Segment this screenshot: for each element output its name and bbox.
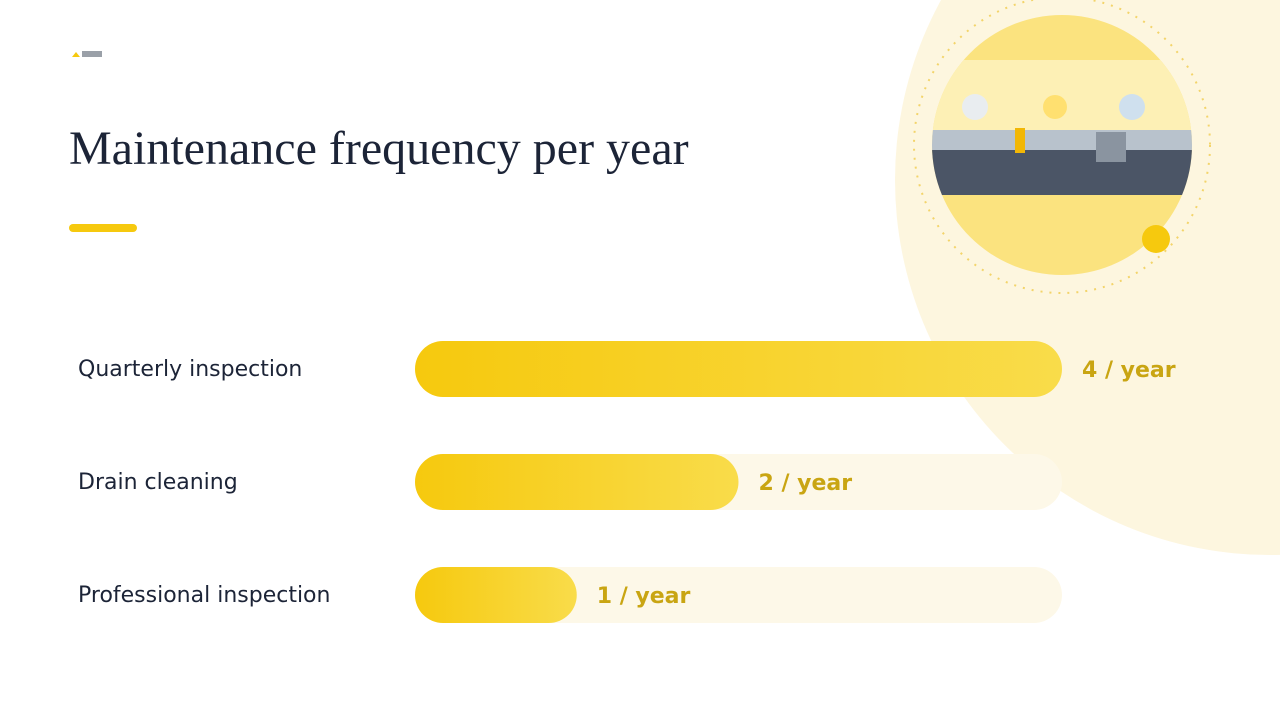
chart-title: Maintenance frequency per year [69,122,689,175]
bar [415,567,577,623]
title-underline [69,224,137,232]
category-label: Professional inspection [78,583,330,608]
logo [72,51,102,57]
accent-dot [1142,225,1170,253]
bar [415,341,1062,397]
category-label: Drain cleaning [78,470,238,495]
category-label: Quarterly inspection [78,357,302,382]
illustration [932,60,1192,195]
dotted-ring [913,0,1211,294]
value-label: 4 / year [1082,358,1176,383]
value-label: 1 / year [597,584,691,609]
bar-track [415,567,1062,623]
bar [415,454,739,510]
value-label: 2 / year [759,471,853,496]
